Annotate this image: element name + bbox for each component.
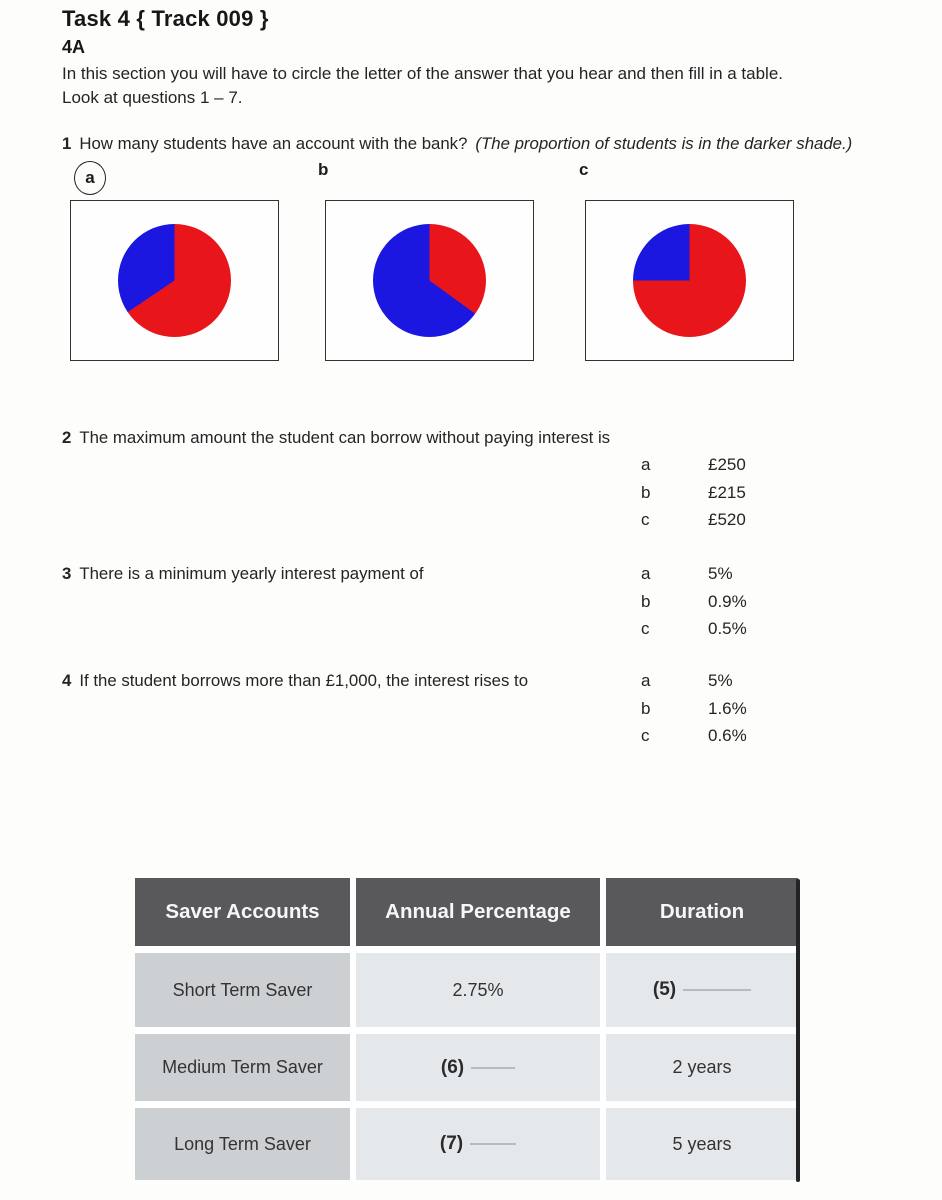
question-2: 2 The maximum amount the student can borr…	[62, 428, 610, 448]
table-cell-duration-1-blank[interactable]: (5)	[606, 953, 798, 1027]
blank-6-label: (6)	[440, 1056, 465, 1078]
option-value: £250	[708, 455, 746, 474]
question-1-number: 1	[62, 134, 72, 153]
table-cell-account-3: Long Term Saver	[135, 1108, 350, 1180]
blank-5-line[interactable]	[683, 989, 752, 991]
table-cell-account-2: Medium Term Saver	[135, 1034, 350, 1101]
saver-accounts-table: Saver Accounts Annual Percentage Duratio…	[135, 878, 798, 1180]
question-4-text: If the student borrows more than £1,000,…	[79, 671, 529, 690]
table-cell-duration-2: 2 years	[606, 1034, 798, 1101]
table-cell-duration-3: 5 years	[606, 1108, 798, 1180]
option-value: 1.6%	[708, 699, 747, 718]
option-letter: c	[641, 510, 650, 529]
pie-c	[633, 224, 746, 337]
option-letter: a	[641, 671, 651, 690]
question-2-text: The maximum amount the student can borro…	[79, 428, 611, 447]
option-b-letter[interactable]: b	[318, 160, 329, 179]
question-4: 4 If the student borrows more than £1,000…	[62, 671, 528, 691]
pie-chart-c	[585, 200, 794, 361]
option-value: 0.5%	[708, 619, 747, 638]
option-letter: b	[641, 592, 651, 611]
question-3-text: There is a minimum yearly interest payme…	[79, 564, 424, 583]
option-letter: b	[641, 699, 651, 718]
table-header-annual-percentage: Annual Percentage	[356, 878, 600, 946]
option-value: £215	[708, 483, 746, 502]
blank-7-line[interactable]	[470, 1143, 517, 1145]
page-title: Task 4 { Track 009 }	[62, 6, 269, 31]
question-1-note: (The proportion of students is in the da…	[475, 134, 853, 153]
blank-7-label: (7)	[439, 1133, 464, 1154]
option-letter: c	[641, 619, 650, 638]
question-4-number: 4	[62, 671, 72, 690]
instructions-text: In this section you will have to circle …	[62, 64, 784, 83]
table-cell-percentage-3-blank[interactable]: (7)	[356, 1108, 600, 1180]
option-value: 0.6%	[708, 726, 747, 745]
table-header-duration: Duration	[606, 878, 798, 946]
option-value: 5%	[708, 671, 733, 690]
table-cell-percentage-2-blank[interactable]: (6)	[356, 1034, 600, 1101]
look-at-questions-text: Look at questions 1 – 7.	[62, 88, 243, 107]
option-letter: a	[641, 455, 651, 474]
option-letter: b	[641, 483, 651, 502]
page-edge-shadow	[796, 879, 800, 1182]
question-3-number: 3	[62, 564, 72, 583]
option-value: 0.9%	[708, 592, 747, 611]
pie-chart-a	[70, 200, 279, 361]
option-value: £520	[708, 510, 746, 529]
table-cell-account-1: Short Term Saver	[135, 953, 350, 1027]
section-label: 4A	[62, 37, 86, 57]
option-letter: c	[641, 726, 650, 745]
pie-chart-b	[325, 200, 534, 361]
option-value: 5%	[708, 564, 733, 583]
question-1-text: How many students have an account with t…	[79, 134, 468, 153]
question-3: 3 There is a minimum yearly interest paym…	[62, 564, 423, 584]
option-c-letter[interactable]: c	[579, 160, 589, 179]
pie-a	[118, 224, 231, 337]
table-cell-percentage-1: 2.75%	[356, 953, 600, 1027]
table-header-saver-accounts: Saver Accounts	[135, 878, 350, 946]
pie-b	[373, 224, 486, 337]
option-a-circled[interactable]: a	[74, 161, 106, 195]
question-1: 1 How many students have an account with …	[62, 134, 852, 154]
question-2-number: 2	[62, 428, 72, 447]
blank-6-line[interactable]	[471, 1066, 516, 1069]
option-letter: a	[641, 564, 651, 583]
option-a-letter: a	[85, 168, 95, 187]
blank-5-label: (5)	[652, 979, 677, 1000]
